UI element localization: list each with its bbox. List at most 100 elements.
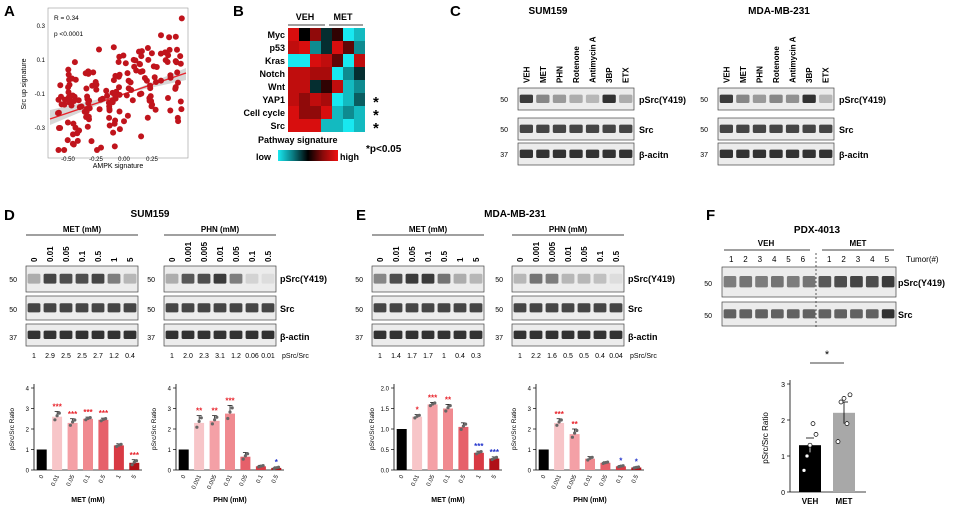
ratio-value: 0.4 xyxy=(455,353,465,360)
scatter-point xyxy=(116,91,123,98)
bar xyxy=(255,466,266,470)
dose-row-band xyxy=(123,273,137,284)
heatmap-cell xyxy=(343,80,354,93)
panel-letter-a: A xyxy=(4,3,15,20)
bar xyxy=(554,422,565,470)
scatter-point xyxy=(83,85,90,92)
blot-row-band xyxy=(585,149,600,158)
heatmap-cell xyxy=(332,93,343,106)
lane-label: 0.01 xyxy=(564,246,573,262)
scatter-point xyxy=(115,59,122,65)
x-tick: 0.5 xyxy=(631,474,640,485)
bar xyxy=(194,422,205,470)
blot-row-band xyxy=(536,94,550,103)
scatter-point xyxy=(65,66,72,73)
scatter-point xyxy=(137,61,143,68)
blot-row-band xyxy=(769,94,783,103)
scatter-panel-a: R = 0.34 p <0.0001 AMPK signature Src up… xyxy=(21,7,189,170)
blot-row-band xyxy=(752,149,767,158)
f-row-band xyxy=(881,309,895,319)
x-label: PHN (mM) xyxy=(213,497,246,504)
y-label: pSrc/Src Ratio xyxy=(9,408,16,450)
scatter-point xyxy=(147,85,154,92)
scatter-point xyxy=(106,114,113,121)
band-label: pSrc(Y419) xyxy=(639,95,686,105)
dose-row-band xyxy=(373,330,387,339)
ratio-value: 1 xyxy=(518,353,522,360)
scatter-point xyxy=(65,71,72,78)
ratio-value: 1.2 xyxy=(231,353,241,360)
y-tick: 2 xyxy=(168,428,172,434)
lane-label: Rotenone xyxy=(572,46,581,83)
x-label: PHN (mM) xyxy=(573,497,606,504)
f-row-band xyxy=(786,276,800,288)
replicate-point xyxy=(228,410,232,414)
f-veh-label: VEH xyxy=(758,239,775,248)
x-tick: 1 xyxy=(116,474,123,480)
y-tick: 3 xyxy=(26,407,30,413)
replicate-point xyxy=(55,414,59,418)
scatter-point xyxy=(96,106,103,113)
sig-star: *** xyxy=(428,393,438,402)
panel-letter-b: B xyxy=(233,3,244,20)
heatmap-row-label: Kras xyxy=(265,56,285,66)
lane-label: 0 xyxy=(376,257,385,262)
scatter-point xyxy=(121,118,127,125)
x-tick: 0.1 xyxy=(443,474,452,485)
heatmap-cell xyxy=(354,54,365,67)
y-label: pSrc/Src Ratio xyxy=(761,412,770,464)
scatter-point xyxy=(116,71,123,78)
blot-row-band xyxy=(736,94,750,103)
mw-label: 50 xyxy=(147,277,155,284)
replicate-point xyxy=(130,463,134,467)
scatter-point xyxy=(125,77,132,84)
dose-row-band xyxy=(561,330,575,339)
heatmap-cell xyxy=(299,54,310,67)
replicate-point xyxy=(606,460,610,464)
ratio-label: pSrc/Src xyxy=(282,353,309,360)
dose-row-band xyxy=(43,273,57,284)
dose-row-band xyxy=(389,330,403,339)
x-tick: 0.01 xyxy=(583,474,594,488)
heatmap-cell xyxy=(343,41,354,54)
scatter-point xyxy=(71,59,78,66)
mw-label: 50 xyxy=(495,307,503,314)
scatter-point xyxy=(151,74,158,81)
scatter-point xyxy=(93,81,100,88)
mw-label: 37 xyxy=(500,152,508,159)
f-row-band xyxy=(723,276,737,288)
x-tick: 0.005 xyxy=(567,474,579,491)
x-tick: 0.01 xyxy=(411,474,422,488)
phn-header: PHN (mM) xyxy=(201,225,240,234)
heatmap-cell xyxy=(299,93,310,106)
lane-label: 0 xyxy=(516,257,525,262)
dose-row-band xyxy=(229,330,243,339)
heatmap-cell xyxy=(354,67,365,80)
dose-row-band xyxy=(577,330,591,339)
heatmap-cell xyxy=(288,67,299,80)
x-label: MET (mM) xyxy=(71,497,104,504)
replicate-point xyxy=(215,415,219,419)
x-tick: 0.001 xyxy=(191,474,203,491)
scatter-point xyxy=(122,60,129,67)
heatmap-cell xyxy=(299,67,310,80)
blot-row-band xyxy=(719,149,733,158)
panel-e: MDA-MB-231 MET (mM) PHN (mM)0 0.01 0.05 0.1 0… xyxy=(355,209,675,504)
lane-label: 0.01 xyxy=(392,246,401,262)
replicate-point xyxy=(213,418,217,422)
sig-star: *** xyxy=(99,409,109,418)
scatter-point xyxy=(103,87,110,94)
heatmap-star: * xyxy=(373,120,379,137)
scatter-point xyxy=(61,147,68,153)
replicate-point xyxy=(71,420,75,424)
dose-row-band xyxy=(27,273,41,284)
y-tick: 1.5 xyxy=(381,407,390,413)
replicate-point xyxy=(801,468,807,473)
lane-label: 0.05 xyxy=(408,246,417,262)
dose-row-band xyxy=(107,303,121,313)
dose-row-band xyxy=(229,303,243,313)
blot-row-band xyxy=(585,94,600,103)
dose-row-band xyxy=(421,303,435,313)
f-row-band xyxy=(818,309,832,319)
replicate-point xyxy=(557,420,561,424)
